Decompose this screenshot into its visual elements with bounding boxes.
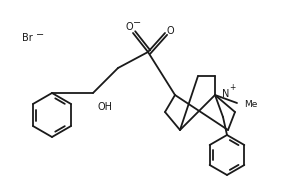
- Text: O: O: [166, 26, 174, 36]
- Text: N: N: [222, 89, 229, 99]
- Text: Me: Me: [244, 100, 257, 108]
- Text: −: −: [133, 18, 141, 28]
- Text: O: O: [125, 22, 133, 32]
- Text: OH: OH: [98, 102, 113, 112]
- Text: Br: Br: [22, 33, 33, 43]
- Text: +: +: [229, 83, 235, 92]
- Text: −: −: [36, 30, 44, 40]
